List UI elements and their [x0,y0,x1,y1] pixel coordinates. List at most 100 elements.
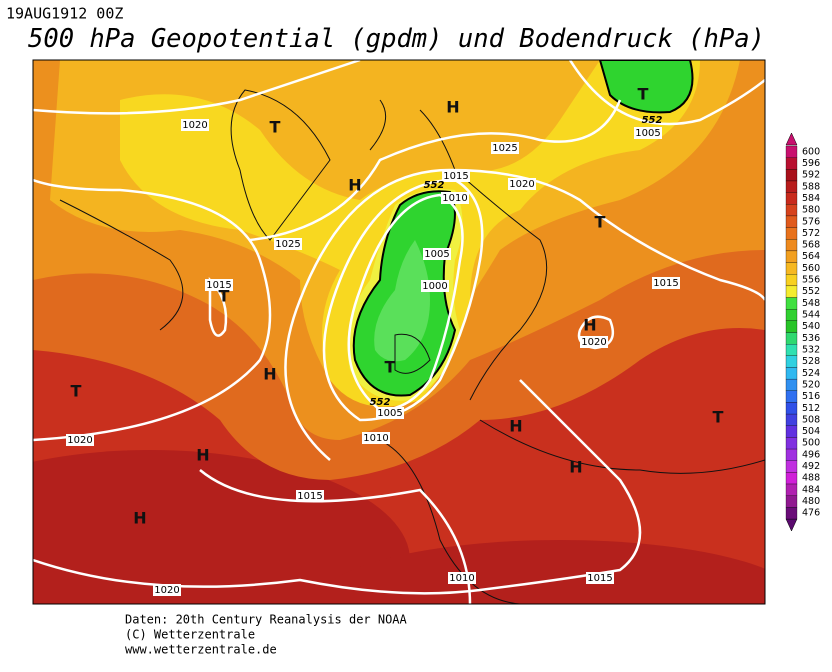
isobar-label-bg [66,434,94,446]
pressure-center: T [270,118,281,137]
colorbar-swatch [785,495,798,508]
colorbar-label: 508 [802,414,820,425]
isobar-label: 1020 [182,120,207,131]
isobar-label-bg [586,572,614,584]
isobar-label-bg [634,127,662,139]
isobar-label: 1000 [422,281,447,292]
colorbar-label: 504 [802,426,820,437]
pressure-center: T [638,85,649,104]
isobar-label: 1015 [206,280,231,291]
colorbar-label: 496 [802,449,820,460]
pressure-center: H [569,458,582,477]
isobar-label-bg [442,170,470,182]
colorbar-swatch [785,239,798,252]
colorbar-swatch [785,378,798,391]
colorbar-label: 588 [802,181,820,192]
colorbar-swatch [785,180,798,193]
isobar-label: 1005 [635,128,660,139]
colorbar-swatch [785,413,798,426]
colorbar-swatch [785,402,798,415]
footer-line: www.wetterzentrale.de [125,643,277,657]
colorbar-swatch [785,448,798,461]
map-field [33,60,765,604]
footer-line: (C) Wetterzentrale [125,628,255,642]
colorbar-swatch [785,437,798,450]
colorbar-swatch [785,215,798,228]
isobar-label: 1020 [154,585,179,596]
colorbar-swatch [785,344,798,356]
pressure-center: H [196,446,209,465]
colorbar-label: 596 [802,158,820,169]
isobar-label: 1010 [449,573,474,584]
colorbar-label: 592 [802,170,820,181]
colorbar-label: 532 [802,344,820,355]
footer-line: Daten: 20th Century Reanalysis der NOAA [125,613,408,627]
isobar-label-bg [362,432,390,444]
colorbar-label: 524 [802,368,820,379]
colorbar-label: 600 [802,146,820,157]
isobar-label: 1010 [363,433,388,444]
colorbar-label: 520 [802,379,820,390]
pressure-center: T [713,408,724,427]
isobar-label: 1015 [297,491,322,502]
colorbar-swatch [785,367,798,380]
isobar-label-bg [580,336,608,348]
isobar-label: 1020 [581,337,606,348]
isobar-label-bg [274,238,302,250]
isobar-label: 1015 [653,278,678,289]
colorbar-swatch [785,297,798,310]
colorbar-swatch [785,192,798,205]
colorbar-label: 484 [802,484,820,495]
colorbar-label: 512 [802,403,820,414]
pressure-center: H [133,509,146,528]
pressure-center: T [385,358,396,377]
colorbar-swatch [785,332,798,345]
isobar-label: 1005 [424,249,449,260]
title: 500 hPa Geopotential (gpdm) und Bodendru… [28,24,765,54]
isobar-label: 1020 [509,179,534,190]
colorbar-swatch [785,250,798,263]
pressure-center: T [71,382,82,401]
isobar-label-bg [205,279,233,291]
contour-label: 552 [370,397,391,408]
colorbar-bottom-arrow [785,518,798,532]
colorbar-label: 492 [802,461,820,472]
colorbar-swatch [785,274,798,287]
pressure-center: H [583,316,596,335]
colorbar-swatch [785,507,798,520]
isobar-label: 1025 [492,143,517,154]
colorbar-swatch [785,309,798,321]
map-frame [32,59,766,605]
isobar-label-bg [491,142,519,154]
colorbar-swatch [785,169,798,182]
isobar-label-bg [423,248,451,260]
colorbar-swatch [785,390,798,403]
colorbar-label: 488 [802,473,820,484]
colorbar-swatch [785,204,798,217]
isobar-label-bg [421,280,449,292]
colorbar-swatch [785,320,798,333]
colorbar-swatch [785,262,798,275]
pressure-center: H [509,417,522,436]
isobar-label-bg [376,407,404,419]
colorbar-label: 516 [802,391,820,402]
colorbar-label: 536 [802,333,820,344]
colorbar-swatch [785,425,798,438]
pressure-center: T [595,213,606,232]
isobar-label: 1010 [442,193,467,204]
pressure-center: T [219,287,230,306]
colorbar-swatch [785,483,798,496]
colorbar-label: 476 [802,508,820,519]
colorbar-top-arrow [785,132,798,146]
colorbar-swatch [785,460,798,473]
colorbar-label: 548 [802,298,820,309]
isobar-label-bg [508,178,536,190]
contour-label: 552 [642,115,663,126]
date: 19AUG1912 00Z [6,5,123,23]
colorbar-swatch [785,227,798,240]
isobar-label-bg [448,572,476,584]
isobar-label-bg [296,490,324,502]
pressure-center: H [348,176,361,195]
colorbar-swatch [785,145,798,158]
